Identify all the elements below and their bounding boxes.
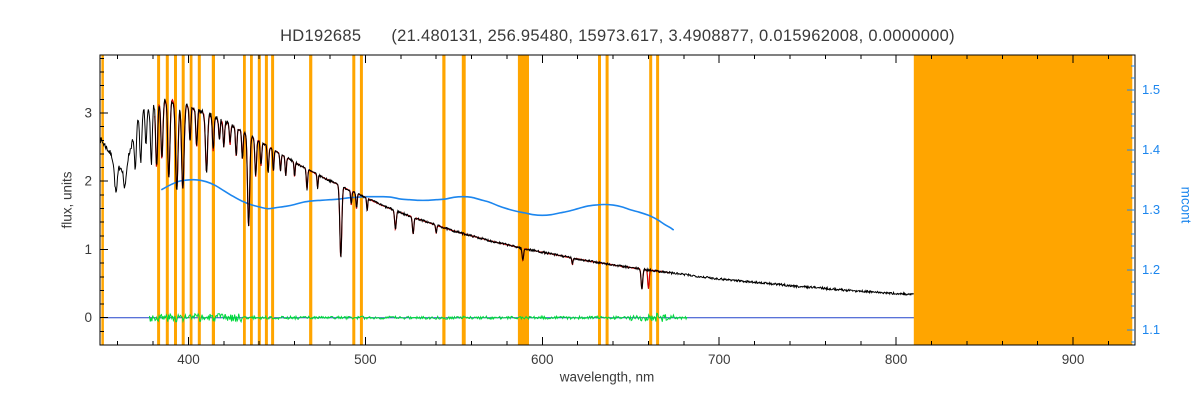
wavelength-axis-label: wavelength, nm — [559, 369, 655, 385]
mcont-axis — [1127, 65, 1135, 343]
tick-label: 700 — [708, 352, 731, 367]
residual-path — [149, 312, 688, 324]
tick-label: 400 — [177, 352, 200, 367]
tick-label: 500 — [354, 352, 377, 367]
mcont-axis-label: mcont — [1178, 186, 1194, 224]
tick-label: 1.5 — [1142, 82, 1160, 97]
observed-spectrum-path — [100, 98, 915, 296]
tick-label: 1.3 — [1142, 202, 1160, 217]
tick-label: 1 — [84, 242, 92, 257]
plot-title: HD192685 (21.480131, 256.95480, 15973.61… — [100, 27, 1135, 46]
star-id: HD192685 — [280, 27, 362, 45]
flux-axis-label: flux, units — [59, 171, 75, 229]
mcont-path — [161, 178, 674, 231]
plot-area — [100, 55, 1135, 345]
tick-label: 600 — [531, 352, 554, 367]
tick-label: 3 — [84, 106, 92, 121]
tick-label: 1.1 — [1142, 322, 1160, 337]
fit-parameters: (21.480131, 256.95480, 15973.617, 3.4908… — [391, 27, 955, 45]
tick-label: 1.2 — [1142, 262, 1160, 277]
masked-regions — [101, 55, 1133, 345]
axes-frame — [99, 54, 1136, 346]
tick-label: 1.4 — [1142, 142, 1160, 157]
tick-label: 2 — [84, 174, 92, 189]
tick-label: 0 — [84, 310, 92, 325]
tick-label: 800 — [885, 352, 908, 367]
tick-label: 900 — [1062, 352, 1085, 367]
